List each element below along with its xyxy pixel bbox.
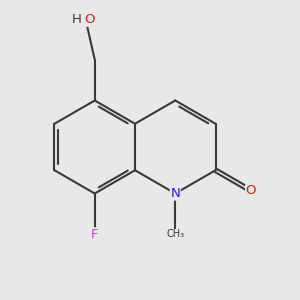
Text: CH₃: CH₃ (166, 230, 184, 239)
Text: N: N (170, 187, 180, 200)
Text: O: O (84, 13, 95, 26)
Text: H: H (71, 13, 81, 26)
Text: O: O (246, 184, 256, 197)
Text: F: F (91, 228, 98, 241)
